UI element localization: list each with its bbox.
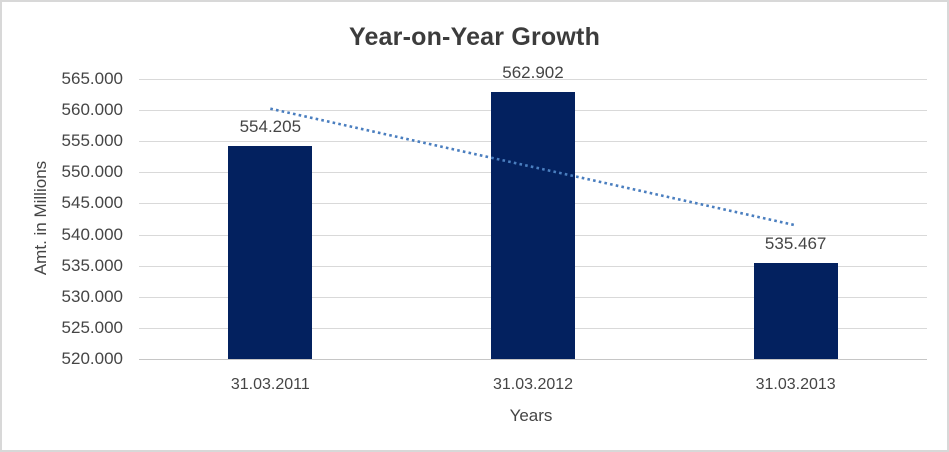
x-tick-label: 31.03.2012 (492, 376, 574, 393)
y-tick-label: 555.000 (61, 131, 123, 151)
x-axis-title: Years (509, 406, 553, 425)
y-tick-label: 560.000 (61, 100, 123, 120)
y-tick-label: 525.000 (61, 317, 123, 337)
y-tick-label: 540.000 (61, 224, 123, 244)
gridline (139, 79, 927, 80)
trendline-dotted-line (270, 107, 796, 227)
data-label: 562.902 (502, 63, 564, 83)
x-tick-label: 31.03.2011 (230, 376, 310, 393)
bar-31.03.2013 (753, 262, 838, 359)
x-axis-line (139, 359, 927, 360)
y-tick-label: 550.000 (61, 162, 123, 182)
x-tick-label: 31.03.2013 (755, 376, 836, 393)
y-tick-label: 530.000 (61, 286, 123, 306)
data-label: 535.467 (764, 233, 827, 253)
bar-31.03.2012 (491, 92, 575, 359)
data-label: 554.205 (239, 117, 302, 137)
bar-31.03.2011 (228, 146, 313, 359)
y-tick-label: 520.000 (61, 349, 123, 368)
chart-title: Year-on-Year Growth (348, 23, 601, 51)
y-tick-label: 545.000 (61, 193, 123, 213)
y-tick-label: 565.000 (61, 69, 123, 88)
y-tick-label: 535.000 (61, 255, 123, 275)
